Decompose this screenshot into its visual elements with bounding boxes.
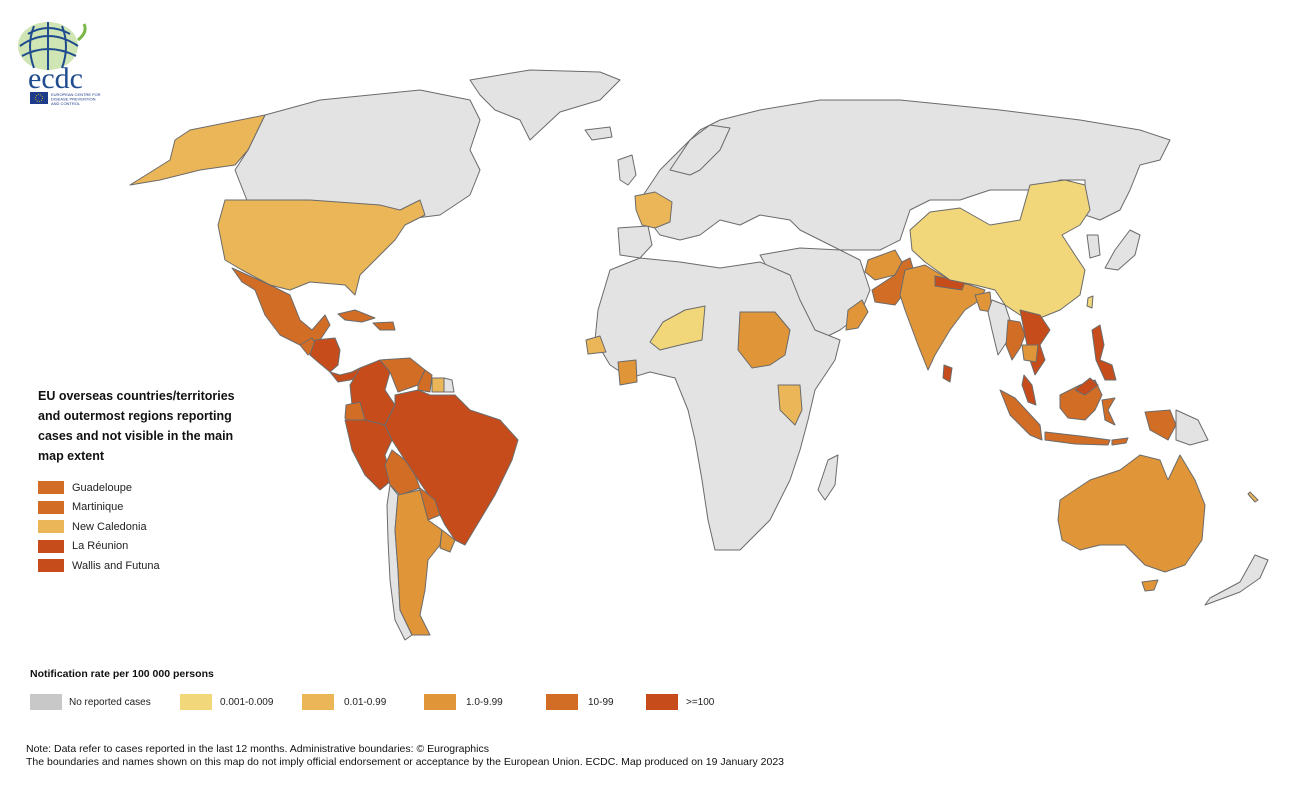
svg-text:DISEASE PREVENTION: DISEASE PREVENTION xyxy=(51,97,96,102)
country-canada[interactable] xyxy=(234,89,481,221)
rate-legend-title: Notification rate per 100 000 persons xyxy=(30,668,214,680)
footnote-line-1: Note: Data refer to cases reported in th… xyxy=(26,743,489,755)
rate-legend: Notification rate per 100 000 persons No… xyxy=(30,668,714,710)
svg-text:EUROPEAN CENTRE FOR: EUROPEAN CENTRE FOR xyxy=(51,92,101,97)
region-eurasia[interactable] xyxy=(639,99,1171,251)
country-indonesia-sumatra[interactable] xyxy=(999,389,1043,441)
color-swatch xyxy=(646,694,678,710)
country-korea[interactable] xyxy=(1086,234,1101,259)
region-scandinavia[interactable] xyxy=(669,124,731,176)
overseas-legend: EU overseas countries/territories and ou… xyxy=(38,386,258,576)
color-swatch xyxy=(546,694,578,710)
overseas-item-wallis-futuna: Wallis and Futuna xyxy=(38,556,258,576)
country-mexico[interactable] xyxy=(231,267,331,346)
logo-wordmark: ecdc xyxy=(28,62,83,95)
country-philippines[interactable] xyxy=(1091,324,1117,381)
overseas-item-martinique: Martinique xyxy=(38,498,258,518)
color-swatch xyxy=(38,500,64,514)
world-map xyxy=(129,69,1269,641)
country-australia[interactable] xyxy=(1057,454,1206,573)
legend-item-class-1: 0.001-0.009 xyxy=(180,694,302,710)
country-guyana[interactable] xyxy=(417,369,433,393)
country-thailand[interactable] xyxy=(1005,319,1026,361)
country-cuba[interactable] xyxy=(337,309,376,323)
region-iberia[interactable] xyxy=(617,225,653,259)
country-uk[interactable] xyxy=(617,154,637,186)
country-iceland[interactable] xyxy=(584,126,613,141)
country-brazil[interactable] xyxy=(384,389,519,546)
overseas-item-la-reunion: La Réunion xyxy=(38,537,258,557)
overseas-item-new-caledonia: New Caledonia xyxy=(38,517,258,537)
overseas-legend-title: EU overseas countries/territories and ou… xyxy=(38,389,235,463)
legend-item-no-cases: No reported cases xyxy=(30,694,180,710)
country-madagascar[interactable] xyxy=(817,454,839,501)
country-usa-alaska[interactable] xyxy=(129,114,266,186)
legend-item-class-5: >=100 xyxy=(646,694,714,710)
color-swatch xyxy=(38,559,64,573)
legend-item-class-4: 10-99 xyxy=(546,694,646,710)
svg-text:AND CONTROL: AND CONTROL xyxy=(51,101,81,106)
country-new-zealand[interactable] xyxy=(1204,554,1269,606)
overseas-item-guadeloupe: Guadeloupe xyxy=(38,478,258,498)
country-malaysia-borneo[interactable] xyxy=(1074,377,1099,396)
legend-item-class-2: 0.01-0.99 xyxy=(302,694,424,710)
footnote-line-2: The boundaries and names shown on this m… xyxy=(26,756,785,768)
color-swatch xyxy=(424,694,456,710)
ecdc-logo: ecdc EUROPEAN CENTRE FOR DISEASE PREVENT… xyxy=(8,18,118,108)
country-sri-lanka[interactable] xyxy=(942,364,953,383)
country-sudan[interactable] xyxy=(737,311,791,369)
color-swatch xyxy=(30,694,62,710)
country-bolivia[interactable] xyxy=(384,449,421,496)
color-swatch xyxy=(302,694,334,710)
country-china[interactable] xyxy=(909,179,1091,319)
country-french-guiana[interactable] xyxy=(443,377,455,393)
country-greenland[interactable] xyxy=(469,69,621,141)
country-france[interactable] xyxy=(634,191,673,229)
country-usa[interactable] xyxy=(217,199,426,296)
globe-icon xyxy=(18,22,87,70)
country-honduras-nicaragua[interactable] xyxy=(309,337,341,373)
country-indonesia-sulawesi[interactable] xyxy=(1101,397,1116,426)
country-niger[interactable] xyxy=(649,305,706,351)
country-timor[interactable] xyxy=(1111,437,1129,446)
country-kenya[interactable] xyxy=(777,384,803,426)
country-papua-new-guinea[interactable] xyxy=(1175,409,1209,446)
country-peru[interactable] xyxy=(344,419,393,491)
country-indonesia-java[interactable] xyxy=(1044,431,1111,446)
country-suriname[interactable] xyxy=(431,377,445,393)
color-swatch xyxy=(38,539,64,553)
country-laos-vietnam[interactable] xyxy=(1019,309,1051,376)
country-cote-divoire[interactable] xyxy=(617,359,638,386)
legend-item-class-3: 1.0-9.99 xyxy=(424,694,546,710)
color-swatch xyxy=(38,520,64,534)
country-taiwan[interactable] xyxy=(1086,295,1094,309)
country-oman[interactable] xyxy=(845,299,869,331)
country-senegal[interactable] xyxy=(585,335,607,355)
country-japan[interactable] xyxy=(1104,229,1141,271)
country-uruguay[interactable] xyxy=(439,529,456,553)
territory-new-caledonia[interactable] xyxy=(1247,491,1259,503)
color-swatch xyxy=(180,694,212,710)
country-myanmar[interactable] xyxy=(987,299,1011,356)
color-swatch xyxy=(38,481,64,495)
country-indonesia-papua[interactable] xyxy=(1144,409,1177,441)
country-argentina[interactable] xyxy=(394,489,443,636)
country-cambodia[interactable] xyxy=(1021,344,1039,363)
country-dominican-republic[interactable] xyxy=(372,321,396,331)
country-australia-tasmania[interactable] xyxy=(1141,579,1159,592)
country-malaysia[interactable] xyxy=(1021,374,1037,406)
footnote: Note: Data refer to cases reported in th… xyxy=(26,743,784,769)
